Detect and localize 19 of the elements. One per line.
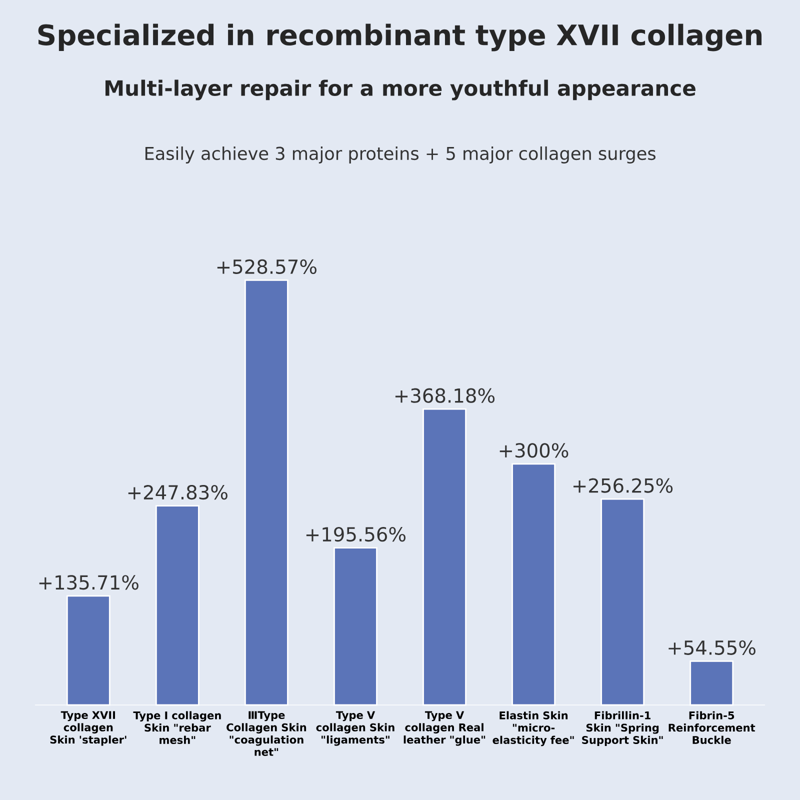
chart-subtitle: Multi-layer repair for a more youthful appearance <box>106 80 696 100</box>
x-tick-label: Fibrin-5 Reinforcement Buckle <box>668 711 756 744</box>
data-label: +54.55% <box>668 640 756 655</box>
data-label: +135.71% <box>39 575 138 590</box>
x-tick-label: Type V collagen Real leather "glue" <box>404 711 486 746</box>
data-label: +368.18% <box>395 388 495 403</box>
x-tick-label: Type XVII collagen Skin 'stapler' <box>50 711 126 746</box>
x-tick-label: Elastin Skin "micro-elasticity fee" <box>492 711 574 746</box>
x-tick-label: Type V collagen Skin "ligaments" <box>316 711 394 746</box>
text: Easily achieve 3 major proteins + 5 major collagen surges <box>145 146 656 164</box>
x-tick-label: Type I collagen Skin "rebar mesh" <box>133 711 221 744</box>
data-label: +256.25% <box>574 478 673 493</box>
data-label: +300% <box>500 443 568 458</box>
x-tick-label: Fibrillin-1 Skin "Spring Support Skin" <box>582 711 663 746</box>
chart-title: Specialized in recombinant type XVII collagen <box>38 24 762 52</box>
data-label: +528.57% <box>217 259 316 274</box>
data-label: +247.83% <box>128 485 228 500</box>
data-label: +195.56% <box>306 527 406 542</box>
x-tick-label: ⅢType Collagen Skin "coagulation net" <box>226 711 306 756</box>
